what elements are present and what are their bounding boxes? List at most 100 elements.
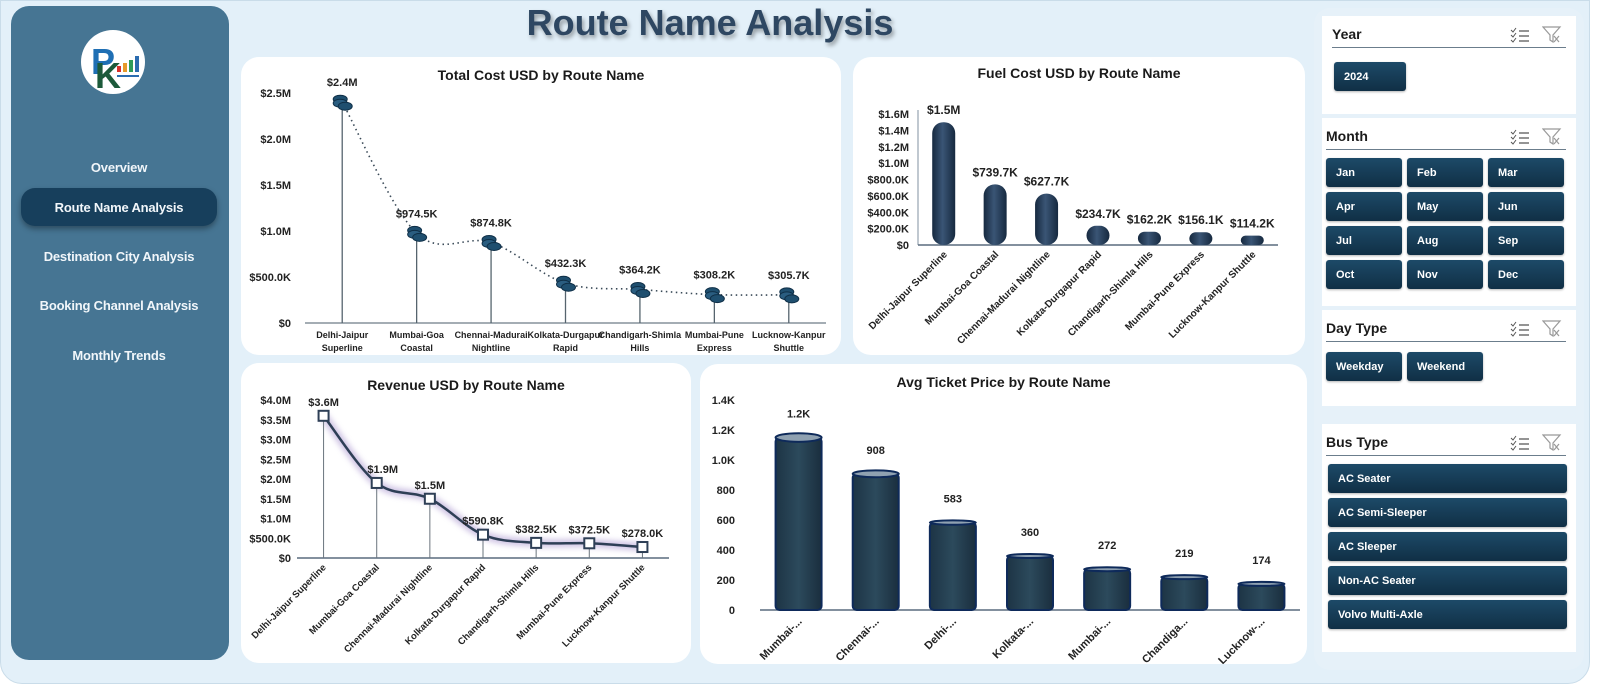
chart-title: Revenue USD by Route Name [367,377,565,393]
svg-text:Mumbai-Pune: Mumbai-Pune [685,330,744,340]
month-option-jan[interactable]: Jan [1326,158,1402,187]
month-option-may[interactable]: May [1407,192,1483,221]
svg-text:$500.0K: $500.0K [249,272,291,284]
multi-select-icon[interactable] [1510,128,1530,146]
svg-text:$400.0K: $400.0K [867,207,909,219]
svg-text:Delhi-...: Delhi-... [922,616,959,653]
month-option-sep[interactable]: Sep [1488,226,1564,255]
clear-filter-icon[interactable] [1541,434,1562,452]
svg-text:Chennai-Madurai: Chennai-Madurai [455,330,528,340]
svg-text:Delhi-Jaipur: Delhi-Jaipur [316,330,369,340]
svg-text:Chandigarh-Shimla: Chandigarh-Shimla [599,330,683,340]
svg-text:Kolkata-Durgapur: Kolkata-Durgapur [527,330,604,340]
sidebar-item-booking-channel-analysis[interactable]: Booking Channel Analysis [39,297,199,313]
coin-stack-icon [407,225,428,242]
slicer-header: Year [1332,24,1566,48]
chart-title: Avg Ticket Price by Route Name [896,374,1111,390]
revenue-line-chart: $0 $500.0K $1.0M $1.5M $2.0M $2.5M $3.0M $3.5M $… [249,395,669,655]
svg-text:$432.3K: $432.3K [545,258,587,270]
svg-text:$590.8K: $590.8K [462,516,504,528]
bus-type-option-ac-semi-sleeper[interactable]: AC Semi-Sleeper [1328,498,1567,527]
svg-text:272: 272 [1098,540,1116,552]
revenue-chart-panel: Revenue USD by Route Name $0 $500.0K $1.0M… [241,363,691,663]
svg-text:$1.5M: $1.5M [260,494,291,506]
year-option-2024[interactable]: 2024 [1334,62,1406,91]
sidebar-item-overview[interactable]: Overview [90,159,148,175]
svg-text:Nightline: Nightline [472,343,511,353]
total-cost-line-chart: $0 $500.0K $1.0M $1.5M $2.0M $2.5M $2.4M Delhi-… [249,77,826,353]
svg-text:219: 219 [1175,548,1193,560]
clear-filter-icon[interactable] [1541,320,1562,338]
svg-text:$234.7K: $234.7K [1075,207,1121,221]
svg-text:$874.8K: $874.8K [470,218,512,230]
svg-text:Lucknow-...: Lucknow-... [1216,616,1267,664]
svg-text:1.2K: 1.2K [712,425,735,437]
svg-text:Superline: Superline [322,343,363,353]
coin-stack-icon [556,275,576,292]
month-option-jul[interactable]: Jul [1326,226,1402,255]
svg-text:Hills: Hills [630,343,649,353]
slicer-header: Bus Type [1326,432,1566,456]
svg-text:Lucknow-Kanpur: Lucknow-Kanpur [752,330,826,340]
svg-text:1.4K: 1.4K [712,395,735,407]
avg-ticket-bar-chart: 0 200 400 600 800 1.0K 1.2K 1.4K 1.2K Mumbai-... 9… [712,395,1300,664]
svg-text:800: 800 [717,485,735,497]
coin-stack-icon [779,287,800,304]
svg-text:$2.0M: $2.0M [260,134,291,146]
clear-filter-icon[interactable] [1541,26,1562,44]
svg-text:$1.0M: $1.0M [260,514,291,526]
coin-stack-icon [332,94,353,111]
sidebar-item-monthly-trends[interactable]: Monthly Trends [72,347,166,363]
svg-text:$627.7K: $627.7K [1024,175,1070,189]
svg-text:Chandigarh-Shimla Hills: Chandigarh-Shimla Hills [1066,249,1156,339]
svg-text:200: 200 [717,575,735,587]
svg-text:$2.4M: $2.4M [327,77,358,89]
svg-text:1.2K: 1.2K [787,409,810,421]
svg-text:400: 400 [717,545,735,557]
svg-text:Kolkata-Durgapur Rapid: Kolkata-Durgapur Rapid [1015,249,1104,338]
bus-type-option-ac-seater[interactable]: AC Seater [1328,464,1567,493]
svg-text:0: 0 [729,605,735,617]
multi-select-icon[interactable] [1510,320,1530,338]
month-option-feb[interactable]: Feb [1407,158,1483,187]
logo-icon: P K [91,41,139,94]
bus-type-option-non-ac-seater[interactable]: Non-AC Seater [1328,566,1567,595]
svg-text:$2.0M: $2.0M [260,474,291,486]
slicer-title: Month [1326,128,1368,144]
sidebar-item-destination-city-analysis[interactable]: Destination City Analysis [43,248,195,264]
day-type-option-weekday[interactable]: Weekday [1326,352,1402,381]
svg-text:$3.0M: $3.0M [260,435,291,447]
sidebar-item-route-name-analysis[interactable]: Route Name Analysis [21,188,217,226]
fuel-cost-chart-panel: Fuel Cost USD by Route Name $0 $200.0K $40… [853,57,1305,355]
month-option-dec[interactable]: Dec [1488,260,1564,289]
day-type-option-weekend[interactable]: Weekend [1407,352,1483,381]
svg-text:$2.5M: $2.5M [260,88,291,100]
clear-filter-icon[interactable] [1541,128,1562,146]
chart-title: Fuel Cost USD by Route Name [977,65,1181,81]
svg-text:600: 600 [717,515,735,527]
year-slicer: Year 2024 [1322,16,1576,114]
svg-text:Mumbai-...: Mumbai-... [758,616,805,663]
svg-text:$600.0K: $600.0K [867,191,909,203]
multi-select-icon[interactable] [1510,434,1530,452]
svg-text:Mumbai-Goa: Mumbai-Goa [389,330,444,340]
svg-text:$1.0M: $1.0M [260,226,291,238]
month-option-apr[interactable]: Apr [1326,192,1402,221]
svg-text:$156.1K: $156.1K [1178,213,1224,227]
month-option-aug[interactable]: Aug [1407,226,1483,255]
svg-text:$974.5K: $974.5K [396,208,438,220]
slicer-header: Month [1326,126,1566,150]
svg-text:Shuttle: Shuttle [774,343,805,353]
svg-text:Rapid: Rapid [553,343,578,353]
month-option-oct[interactable]: Oct [1326,260,1402,289]
svg-text:$308.2K: $308.2K [694,270,736,282]
month-option-mar[interactable]: Mar [1488,158,1564,187]
total-cost-chart-panel: Total Cost USD by Route Name $0 $500.0K $1… [241,57,841,355]
month-option-nov[interactable]: Nov [1407,260,1483,289]
bus-type-option-ac-sleeper[interactable]: AC Sleeper [1328,532,1567,561]
svg-text:K: K [95,55,121,94]
svg-text:$800.0K: $800.0K [867,175,909,187]
bus-type-option-volvo-multi-axle[interactable]: Volvo Multi-Axle [1328,600,1567,629]
month-option-jun[interactable]: Jun [1488,192,1564,221]
multi-select-icon[interactable] [1510,26,1530,44]
